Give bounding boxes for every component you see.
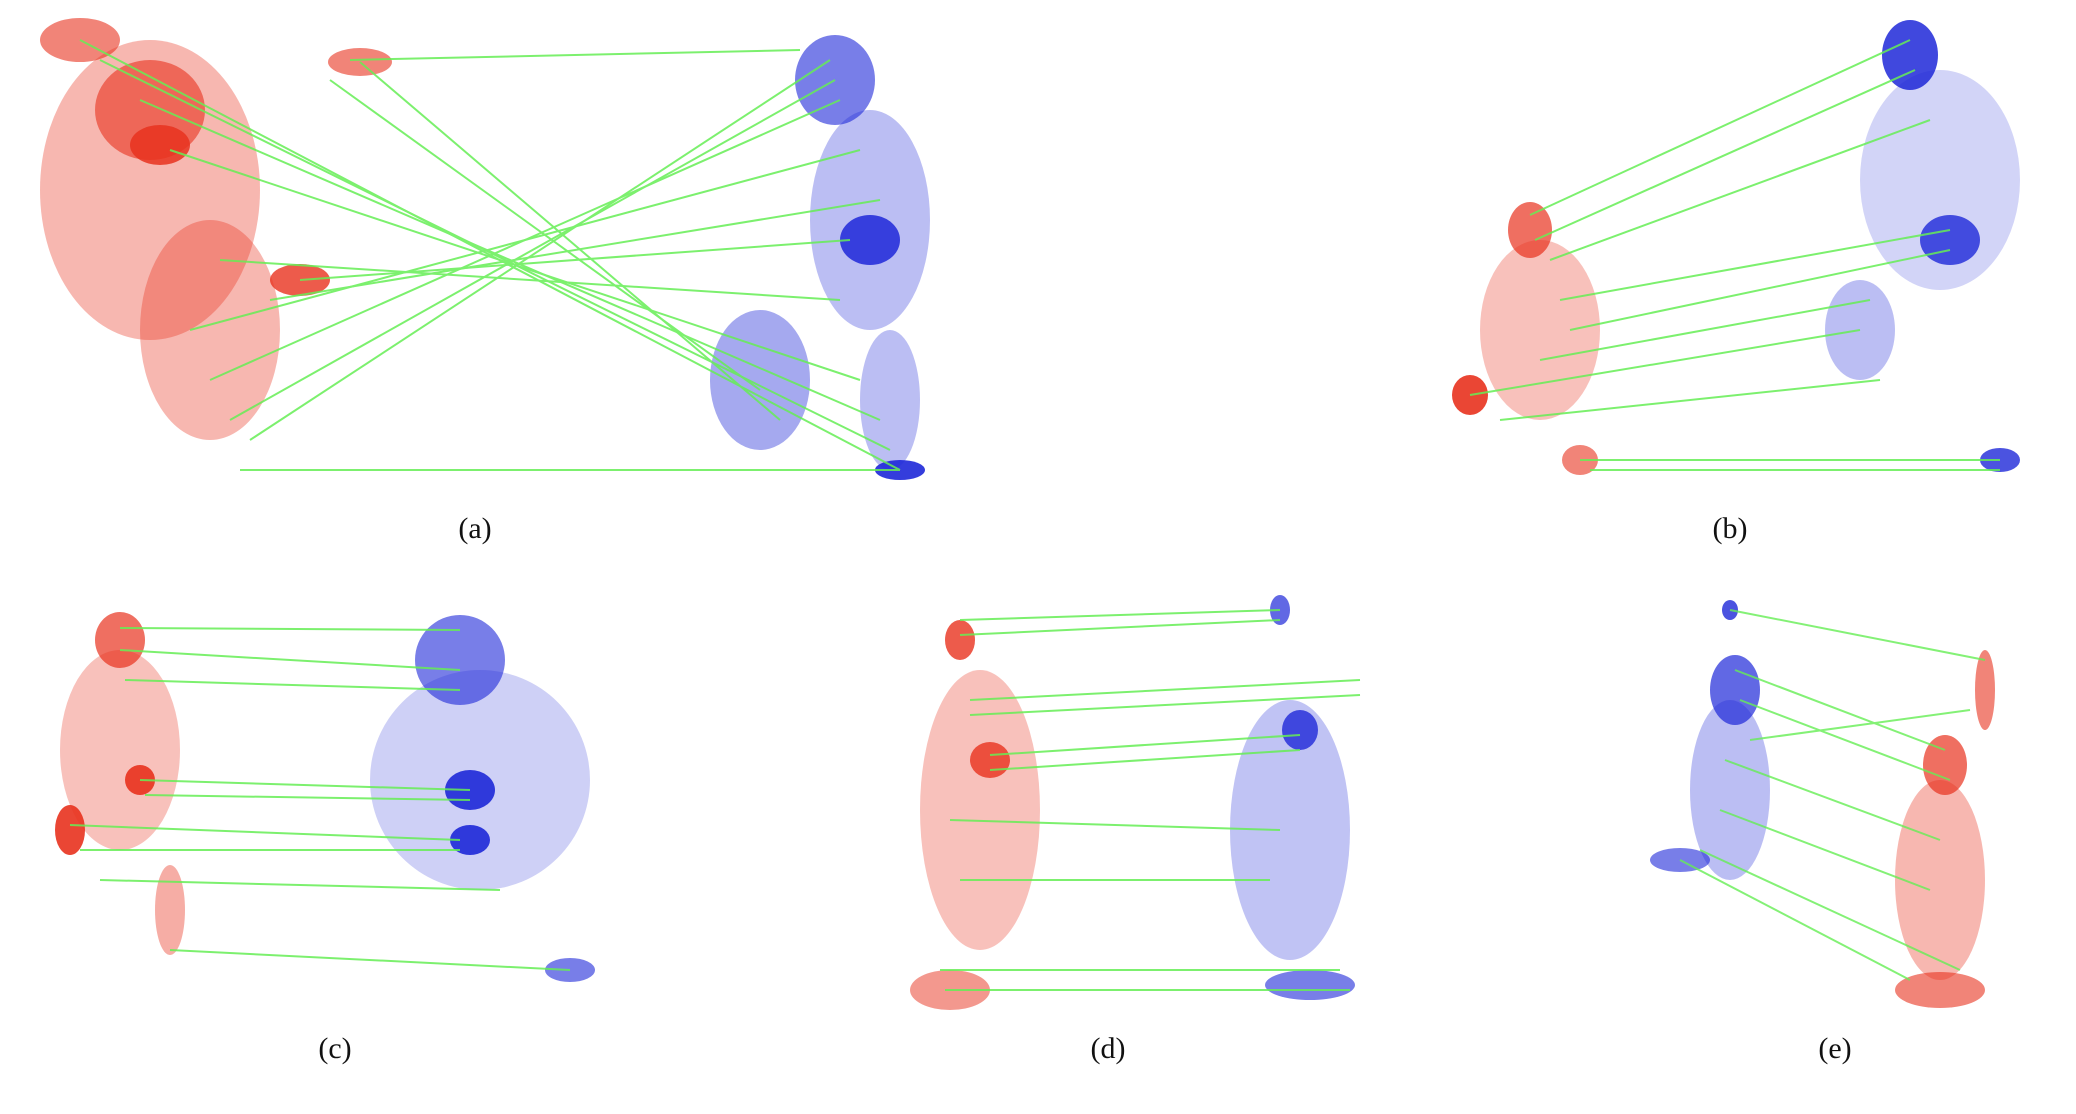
- panel-a-render: [40, 18, 930, 480]
- panel-e-correspondences: [1679, 609, 1986, 981]
- caption-c: (c): [318, 1032, 352, 1065]
- panel-e-target-cloud: [1650, 600, 1770, 880]
- panel-d: [850, 590, 1390, 1040]
- panel-d-source-cloud: [910, 620, 1040, 1010]
- panel-c-source-cloud: [55, 612, 185, 955]
- panel-c-correspondences: [69, 627, 571, 971]
- panel-a-correspondences: [79, 39, 901, 471]
- panel-b: [1440, 0, 2060, 500]
- caption-d: (d): [1090, 1032, 1126, 1065]
- panel-b-correspondences: [1469, 39, 2000, 471]
- panel-c: [40, 600, 660, 1000]
- panel-a-target-cloud: [710, 35, 930, 480]
- panel-e-source-cloud: [1895, 650, 1995, 1008]
- caption-a: (a): [458, 512, 492, 545]
- panel-d-target-cloud: [1230, 595, 1355, 1000]
- panel-e: [1640, 590, 2040, 1030]
- caption-b: (b): [1712, 512, 1748, 545]
- panel-b-target-cloud: [1825, 20, 2020, 472]
- caption-e: (e): [1818, 1032, 1852, 1065]
- panel-a: [0, 0, 1000, 520]
- panel-c-render: [55, 612, 595, 982]
- panel-b-source-cloud: [1452, 202, 1600, 475]
- panel-b-render: [1452, 20, 2020, 475]
- panel-c-target-cloud: [370, 615, 595, 982]
- panel-d-render: [910, 595, 1361, 1010]
- panel-e-render: [1650, 600, 1995, 1008]
- panel-d-correspondences: [940, 609, 1361, 991]
